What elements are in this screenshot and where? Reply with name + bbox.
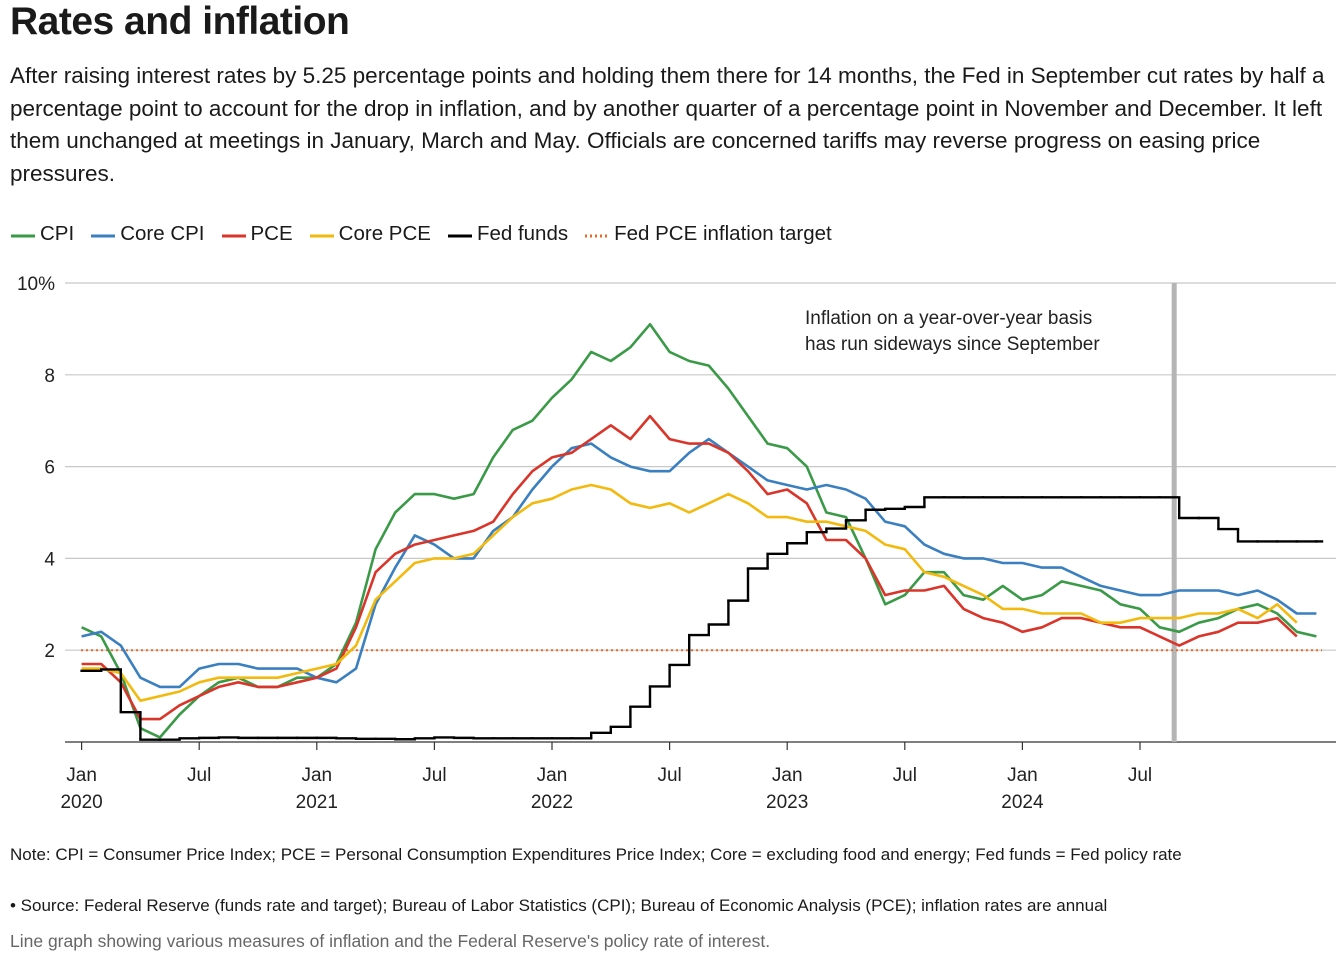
legend-swatch — [91, 234, 116, 238]
y-tick-label: 10% — [17, 274, 55, 295]
legend-item: Core CPI — [90, 222, 205, 246]
legend-label: Fed PCE inflation target — [614, 222, 832, 245]
legend-item: Fed funds — [447, 222, 568, 246]
x-tick-year: 2020 — [60, 792, 102, 813]
note: Note: CPI = Consumer Price Index; PCE = … — [10, 845, 1182, 864]
legend-item: CPI — [10, 222, 74, 246]
x-tick-label: Jul — [422, 765, 446, 786]
x-tick-label: Jan — [301, 765, 332, 786]
legend-label: Core PCE — [338, 222, 431, 245]
x-tick-label: Jan — [772, 765, 803, 786]
legend-swatch — [221, 234, 246, 238]
legend-swatch — [447, 234, 472, 238]
x-tick-label: Jan — [66, 765, 97, 786]
legend-item: Fed PCE inflation target — [584, 222, 832, 246]
x-tick-label: Jul — [1128, 765, 1152, 786]
x-tick-label: Jan — [537, 765, 568, 786]
subtitle: After raising interest rates by 5.25 per… — [10, 63, 1325, 186]
source: • Source: Federal Reserve (funds rate an… — [10, 896, 1108, 915]
legend-swatch — [309, 234, 334, 238]
description: Line graph showing various measures of i… — [10, 931, 771, 951]
x-tick-year: 2022 — [531, 792, 573, 813]
legend-label: PCE — [250, 222, 293, 245]
title: Rates and inflation — [10, 0, 350, 43]
x-tick-label: Jan — [1007, 765, 1038, 786]
chart: 2 4 6 8 10% Jan 2020 Jul Jan 2021 Jul Jan 2022 Jul Jan… — [17, 274, 1336, 813]
x-tick-label: Jul — [657, 765, 681, 786]
legend-item: PCE — [221, 222, 293, 246]
x-tick-year: 2023 — [766, 792, 808, 813]
legend-item: Core PCE — [309, 222, 431, 246]
x-tick-label: Jul — [893, 765, 917, 786]
series-line — [81, 414, 1298, 721]
y-tick-label: 2 — [44, 641, 55, 662]
y-tick-label: 4 — [44, 549, 55, 570]
legend-label: CPI — [40, 222, 75, 245]
x-tick-year: 2024 — [1001, 792, 1044, 813]
legend-label: Fed funds — [476, 222, 569, 245]
series-line — [81, 437, 1317, 689]
legend-swatch — [11, 234, 35, 238]
legend-swatch — [585, 234, 610, 238]
legend-label: Core CPI — [120, 222, 205, 245]
series-line — [81, 323, 1317, 739]
x-tick-year: 2021 — [296, 792, 338, 813]
y-tick-label: 8 — [44, 366, 55, 387]
x-tick-label: Jul — [187, 765, 211, 786]
annotation-text: has run sideways since September — [805, 334, 1100, 355]
annotation-text: Inflation on a year-over-year basis — [805, 308, 1092, 329]
series-line — [81, 483, 1298, 702]
legend: CPI Core CPI PCE Core PCE Fed funds Fed PCE i… — [10, 222, 832, 246]
y-tick-label: 6 — [44, 458, 55, 479]
